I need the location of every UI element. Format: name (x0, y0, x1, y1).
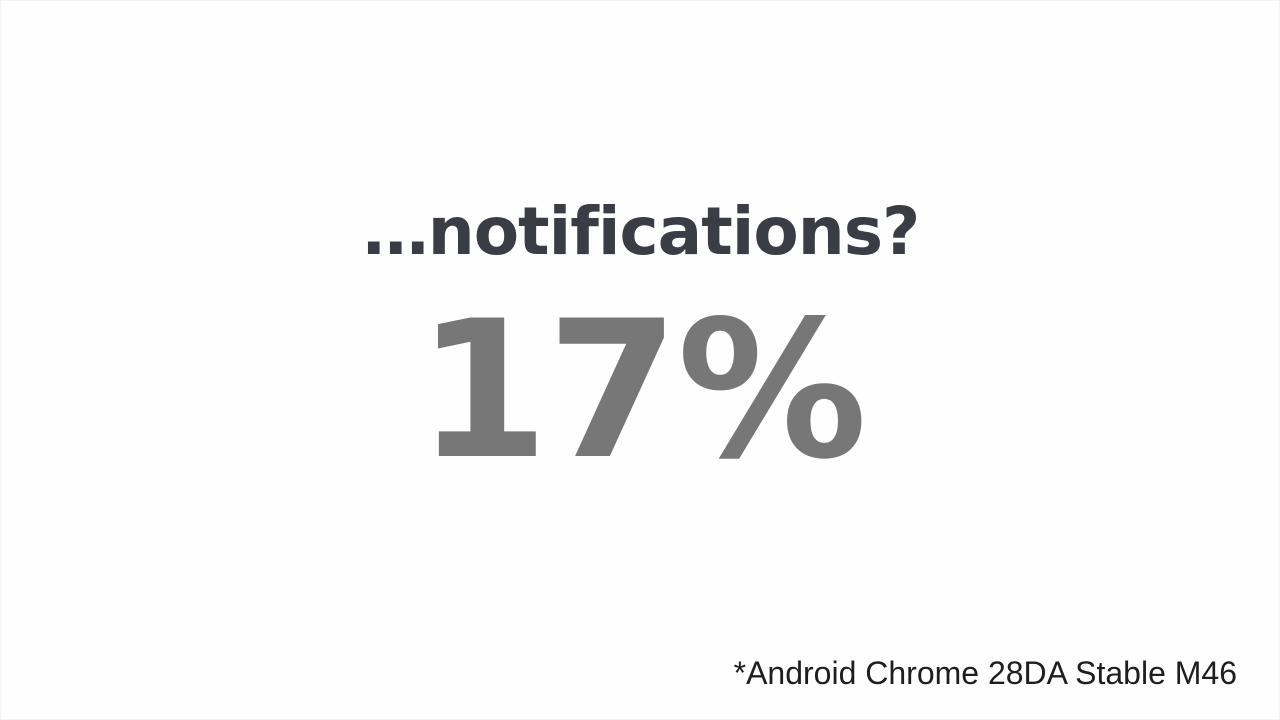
slide-heading: …notifications? (362, 193, 921, 270)
stat-value: 17% (416, 280, 868, 501)
footnote: *Android Chrome 28DA Stable M46 (733, 655, 1237, 691)
